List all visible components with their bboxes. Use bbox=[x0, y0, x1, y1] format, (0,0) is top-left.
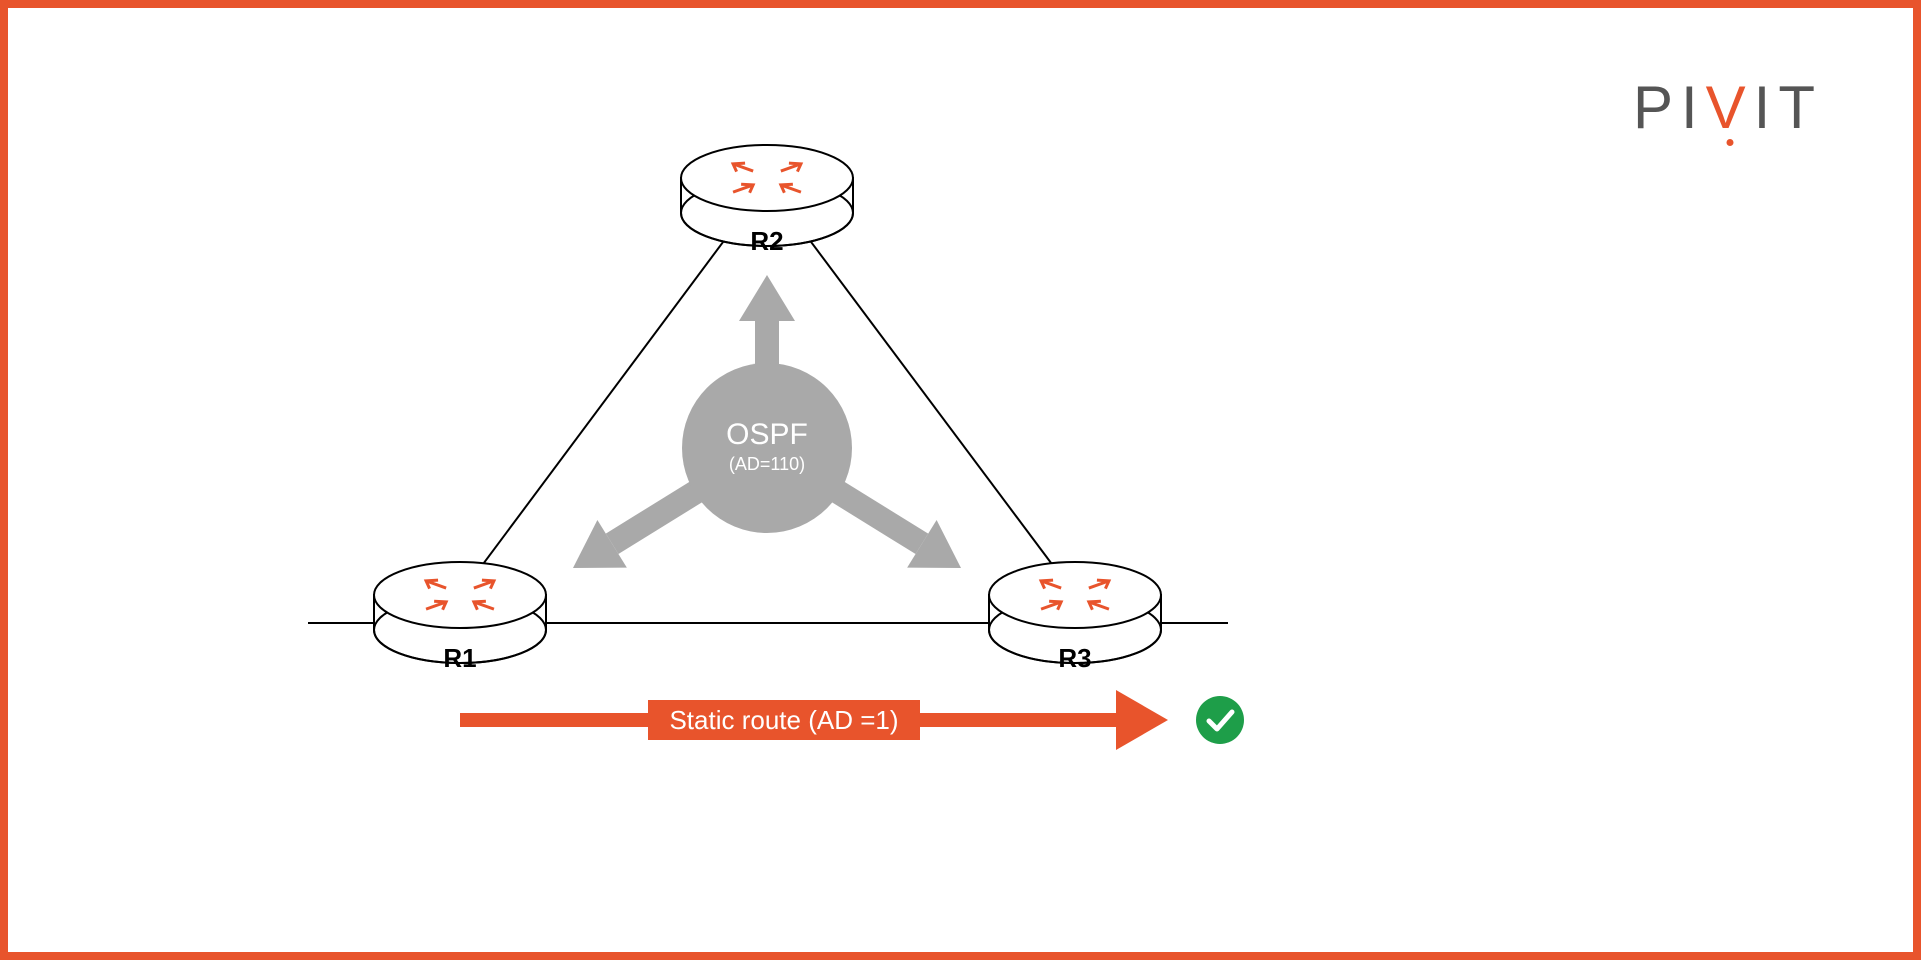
diagram-frame: PIVIT OSPF (AD=110) R2 R1 R3 Static route (AD… bbox=[0, 0, 1921, 960]
router-r1: R1 bbox=[374, 562, 546, 673]
router-label-r2: R2 bbox=[750, 226, 783, 256]
ospf-subtitle: (AD=110) bbox=[729, 454, 805, 474]
logo-v: V bbox=[1706, 73, 1754, 142]
ospf-title: OSPF bbox=[726, 418, 808, 451]
ospf-group: OSPF (AD=110) bbox=[558, 275, 975, 592]
static-route-label: Static route (AD =1) bbox=[669, 705, 898, 735]
logo-left: PI bbox=[1633, 74, 1706, 141]
static-route: Static route (AD =1) bbox=[460, 690, 1168, 750]
network-diagram: OSPF (AD=110) R2 R1 R3 Static route (AD =1) bbox=[8, 8, 1921, 968]
router-r2: R2 bbox=[681, 145, 853, 256]
check-icon bbox=[1196, 696, 1244, 744]
router-label-r3: R3 bbox=[1058, 643, 1091, 673]
logo-right: IT bbox=[1754, 74, 1823, 141]
router-label-r1: R1 bbox=[443, 643, 476, 673]
brand-logo: PIVIT bbox=[1633, 73, 1823, 142]
router-r3: R3 bbox=[989, 562, 1161, 673]
